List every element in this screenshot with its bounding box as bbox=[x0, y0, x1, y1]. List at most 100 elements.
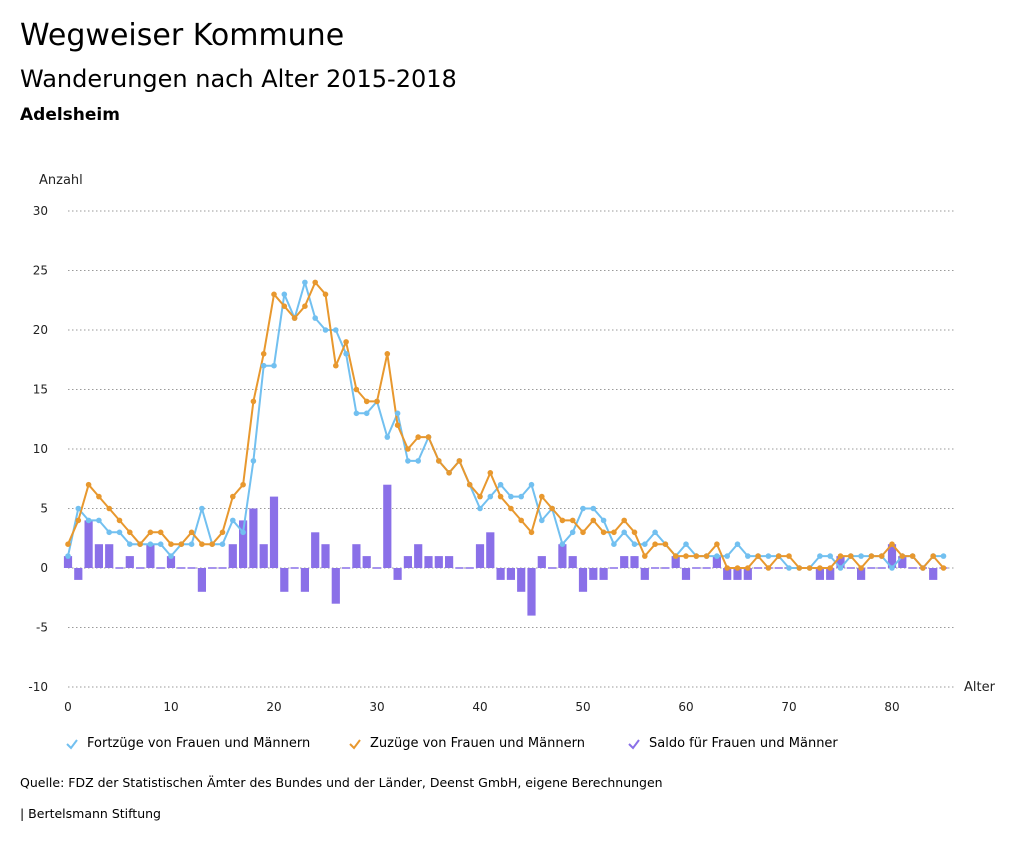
fortzuege-point bbox=[168, 553, 174, 559]
saldo-bar bbox=[156, 567, 165, 569]
legend-label-fortzuege: Fortzüge von Frauen und Männern bbox=[87, 736, 311, 751]
saldo-bar bbox=[877, 567, 886, 569]
zuzuege-point bbox=[322, 291, 329, 298]
zuzuege-point bbox=[621, 517, 627, 524]
saldo-bar bbox=[496, 568, 505, 580]
zuzuege-point bbox=[631, 529, 638, 536]
zuzuege-point bbox=[693, 553, 700, 559]
zuzuege-point bbox=[75, 517, 82, 524]
fortzuege-point bbox=[487, 493, 494, 500]
saldo-bar bbox=[136, 567, 145, 569]
zuzuege-point bbox=[250, 398, 257, 405]
legend-label-saldo: Saldo für Frauen und Männer bbox=[649, 736, 838, 751]
fortzuege-point bbox=[343, 351, 349, 357]
zuzuege-point bbox=[425, 434, 432, 440]
saldo-bar bbox=[712, 556, 721, 568]
x-tick-label: 40 bbox=[472, 700, 487, 714]
zuzuege-point bbox=[940, 565, 947, 571]
zuzuege-point bbox=[703, 553, 710, 559]
zuzuege-point bbox=[281, 303, 288, 310]
zuzuege-point bbox=[487, 470, 494, 476]
fortzuege-point bbox=[363, 410, 370, 417]
saldo-bar bbox=[445, 556, 454, 568]
fortzuege-point bbox=[250, 458, 257, 464]
fortzuege-point bbox=[621, 529, 627, 536]
fortzuege-point bbox=[394, 410, 401, 417]
zuzuege-point bbox=[456, 458, 463, 464]
saldo-bar bbox=[651, 567, 660, 569]
zuzuege-point bbox=[157, 529, 164, 536]
chart-subtitle: Wanderungen nach Alter 2015-2018 bbox=[20, 65, 457, 93]
saldo-bar bbox=[661, 567, 670, 569]
fortzuege-point bbox=[580, 505, 586, 512]
migration-chart: Anzahl Alter -10 -5 0 5 10 15 20 25 30 0 10 20 30 40… bbox=[28, 173, 995, 714]
fortzuege-point bbox=[312, 315, 319, 321]
fortzuege-point bbox=[714, 553, 720, 559]
y-axis-title: Anzahl bbox=[39, 173, 83, 188]
y-tick-label: 0 bbox=[40, 561, 48, 575]
saldo-bar bbox=[681, 568, 691, 580]
saldo-bar bbox=[548, 567, 557, 569]
legend-item-zuzuege[interactable]: Zuzüge von Frauen und Männern bbox=[348, 736, 585, 751]
zuzuege-point bbox=[137, 541, 143, 547]
zuzuege-point bbox=[827, 565, 833, 571]
region-name: Adelsheim bbox=[20, 105, 120, 125]
fortzuege-point bbox=[477, 505, 483, 512]
saldo-bar bbox=[218, 567, 227, 569]
saldo-bar bbox=[846, 567, 855, 569]
zuzuege-point bbox=[302, 303, 308, 310]
fortzuege-point bbox=[240, 529, 246, 536]
fortzuege-point bbox=[157, 541, 164, 547]
saldo-bar bbox=[249, 508, 258, 568]
saldo-bar bbox=[94, 544, 103, 568]
zuzuege-point bbox=[580, 529, 586, 536]
zuzuege-point bbox=[714, 541, 720, 547]
zuzuege-point bbox=[786, 553, 792, 559]
legend-item-fortzuege[interactable]: Fortzüge von Frauen und Männern bbox=[65, 736, 310, 751]
fortzuege-point bbox=[271, 362, 277, 369]
fortzuege-point bbox=[127, 541, 133, 547]
saldo-bar bbox=[723, 568, 732, 580]
saldo-bar bbox=[887, 544, 897, 568]
zuzuege-point bbox=[899, 553, 906, 559]
fortzuege-point bbox=[590, 505, 597, 512]
fortzuege-point bbox=[786, 565, 792, 571]
fortzuege-point bbox=[765, 553, 772, 559]
zuzuege-point bbox=[837, 553, 844, 559]
zuzuege-point bbox=[858, 565, 864, 571]
y-tick-label: -10 bbox=[28, 680, 48, 694]
zuzuege-point bbox=[415, 434, 422, 440]
saldo-bar bbox=[578, 568, 588, 592]
zuzuege-point bbox=[219, 529, 226, 536]
fortzuege-point bbox=[260, 362, 267, 369]
saldo-bar bbox=[826, 568, 835, 580]
saldo-bar bbox=[105, 544, 114, 568]
fortzuege-point bbox=[642, 541, 648, 547]
y-tick-label: -5 bbox=[36, 621, 48, 635]
fortzuege-point bbox=[405, 458, 411, 464]
saldo-bar bbox=[815, 568, 824, 580]
saldo-bar bbox=[836, 556, 845, 568]
source-note: Quelle: FDZ der Statistischen Ämter des … bbox=[20, 775, 663, 790]
x-tick-label: 60 bbox=[678, 700, 693, 714]
zuzuege-point bbox=[178, 541, 185, 547]
saldo-bar bbox=[558, 544, 567, 568]
zuzuege-point bbox=[477, 493, 483, 500]
zuzuege-point bbox=[497, 493, 504, 500]
fortzuege-point bbox=[302, 279, 308, 286]
legend-item-saldo[interactable]: Saldo für Frauen und Männer bbox=[627, 736, 838, 751]
zuzuege-point bbox=[508, 505, 514, 512]
fortzuege-point bbox=[281, 291, 288, 298]
zuzuege-point bbox=[116, 517, 123, 524]
saldo-bar bbox=[517, 568, 526, 592]
fortzuege-point bbox=[940, 553, 947, 559]
zuzuege-point bbox=[559, 517, 566, 524]
y-tick-label: 30 bbox=[33, 204, 48, 218]
y-tick-label: 20 bbox=[33, 323, 48, 337]
saldo-bar bbox=[228, 544, 237, 568]
saldo-bar bbox=[630, 556, 639, 568]
fortzuege-point bbox=[652, 529, 658, 536]
fortzuege-point bbox=[734, 541, 741, 547]
zuzuege-point bbox=[549, 505, 555, 512]
zuzuege-point bbox=[930, 553, 936, 559]
